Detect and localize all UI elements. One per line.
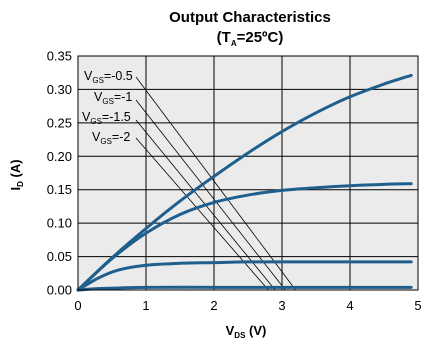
chart-subtitle: (TA=25ºC)	[217, 29, 284, 48]
y-tick-label: 0.25	[47, 115, 72, 130]
curves	[76, 73, 413, 292]
y-tick-label: 0.35	[47, 49, 72, 64]
y-tick-label: 0.05	[47, 249, 72, 264]
x-tick-label: 1	[142, 298, 149, 313]
series-line-2	[76, 182, 413, 292]
x-tick-labels: 0 1 2 3 4 5	[74, 298, 421, 313]
leader-line	[135, 137, 269, 291]
x-tick-label: 4	[346, 298, 353, 313]
leader-line	[135, 99, 286, 291]
y-tick-label: 0.15	[47, 182, 72, 197]
chart-title: Output Characteristics	[169, 9, 331, 26]
x-tick-label: 0	[74, 298, 81, 313]
x-tick-label: 2	[210, 298, 217, 313]
y-tick-labels: 0.00 0.05 0.10 0.15 0.20 0.25 0.30 0.35	[47, 49, 72, 298]
y-tick-label: 0.00	[47, 283, 72, 298]
y-tick-label: 0.30	[47, 82, 72, 97]
y-axis-label: ID (A)	[8, 159, 25, 190]
leader-line	[135, 76, 296, 291]
x-tick-label: 3	[278, 298, 285, 313]
legend-label: VGS=-2	[92, 130, 130, 146]
y-tick-label: 0.20	[47, 149, 72, 164]
plot-area	[78, 56, 418, 290]
legend-label: VGS=-1	[94, 90, 132, 106]
x-tick-label: 5	[414, 298, 421, 313]
series-line-4	[76, 285, 413, 292]
series-line-1	[76, 73, 413, 292]
legend-label: VGS=-0.5	[84, 69, 133, 85]
legend-label: VGS=-1.5	[82, 110, 131, 126]
y-tick-label: 0.10	[47, 216, 72, 231]
x-axis-label: VDS (V)	[226, 323, 267, 340]
plot-frame	[77, 55, 419, 291]
legend: VGS=-0.5 VGS=-1 VGS=-1.5 VGS=-2	[82, 69, 133, 146]
series-line-3	[76, 260, 413, 292]
